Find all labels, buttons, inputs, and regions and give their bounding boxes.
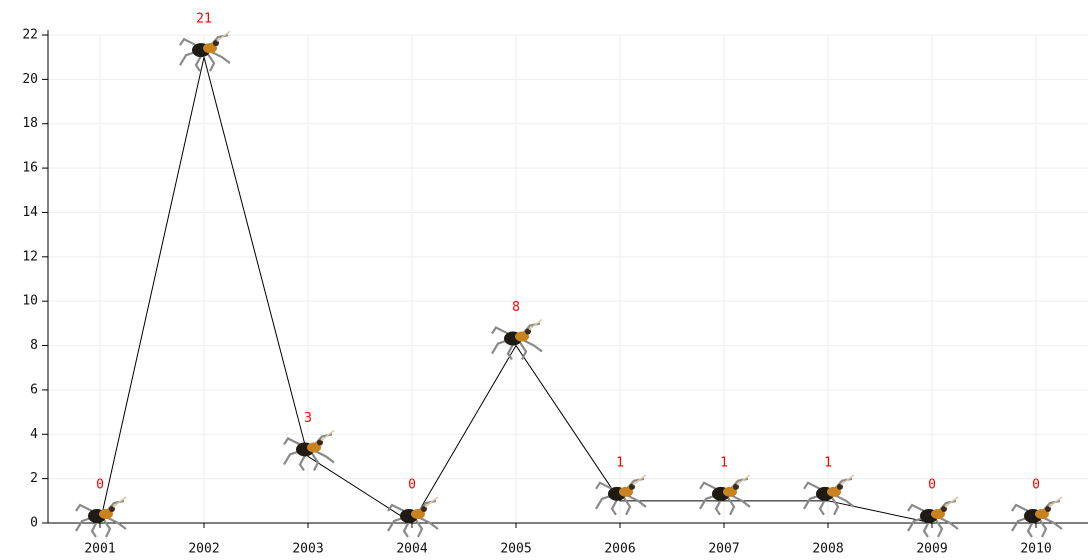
y-tick-label: 16 — [22, 161, 38, 176]
y-tick-label: 6 — [30, 382, 38, 397]
value-label: 0 — [408, 478, 416, 493]
x-tick-label: 2001 — [84, 542, 115, 557]
bug-leg — [312, 453, 318, 470]
chart: 0246810121416182022200120022003200420052… — [0, 0, 1088, 560]
value-label: 1 — [720, 455, 728, 470]
data-line — [100, 57, 1036, 523]
y-tick-label: 2 — [30, 471, 38, 486]
bug-marker — [804, 475, 854, 515]
y-tick-label: 18 — [22, 116, 38, 131]
x-tick-label: 2010 — [1020, 542, 1051, 557]
bug-marker — [76, 497, 126, 537]
bug-marker — [596, 475, 646, 515]
bug-marker — [388, 497, 438, 537]
value-label: 0 — [928, 478, 936, 493]
value-label: 3 — [304, 411, 312, 426]
value-label: 0 — [96, 478, 104, 493]
y-tick-label: 4 — [30, 427, 38, 442]
y-tick-label: 10 — [22, 294, 38, 309]
bug-marker — [180, 31, 230, 71]
bug-leg — [208, 54, 214, 71]
y-tick-label: 8 — [30, 338, 38, 353]
y-tick-label: 20 — [22, 72, 38, 87]
y-tick-label: 0 — [30, 516, 38, 531]
bug-marker — [492, 320, 542, 360]
bug-marker — [1012, 497, 1062, 537]
bug-marker — [284, 430, 334, 470]
x-tick-label: 2003 — [292, 542, 323, 557]
y-tick-label: 12 — [22, 249, 38, 264]
bug-leg — [832, 498, 838, 515]
value-label: 0 — [1032, 478, 1040, 493]
y-tick-label: 14 — [22, 205, 38, 220]
value-label: 1 — [616, 455, 624, 470]
x-tick-label: 2009 — [916, 542, 947, 557]
bug-marker — [700, 475, 750, 515]
x-tick-label: 2004 — [396, 542, 427, 557]
value-label: 8 — [512, 300, 520, 315]
y-tick-label: 22 — [22, 28, 38, 43]
bug-marker — [908, 497, 958, 537]
x-tick-label: 2006 — [604, 542, 635, 557]
value-label: 1 — [824, 455, 832, 470]
x-tick-label: 2002 — [188, 542, 219, 557]
x-tick-label: 2007 — [708, 542, 739, 557]
x-tick-label: 2005 — [500, 542, 531, 557]
value-label: 21 — [196, 12, 212, 27]
x-tick-label: 2008 — [812, 542, 843, 557]
